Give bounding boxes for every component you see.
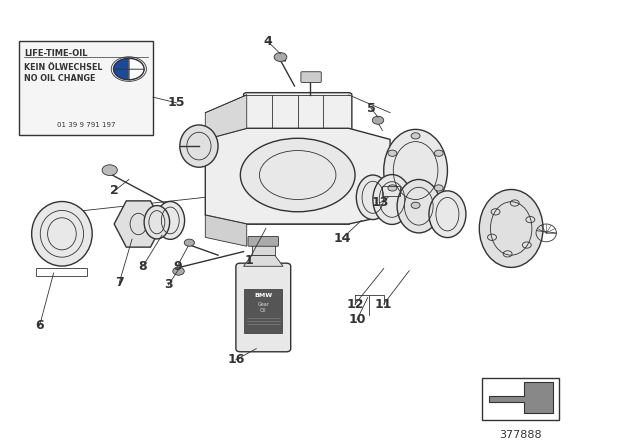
Polygon shape bbox=[205, 215, 246, 246]
Circle shape bbox=[435, 150, 444, 156]
Text: 377888: 377888 bbox=[499, 430, 542, 439]
Text: Oil: Oil bbox=[260, 308, 266, 313]
Bar bbox=[383, 186, 400, 196]
FancyBboxPatch shape bbox=[248, 237, 278, 246]
Text: 7: 7 bbox=[115, 276, 124, 289]
Text: 12: 12 bbox=[346, 297, 364, 310]
Wedge shape bbox=[113, 58, 129, 69]
Ellipse shape bbox=[241, 138, 355, 212]
Ellipse shape bbox=[384, 129, 447, 212]
Text: 3: 3 bbox=[164, 279, 173, 292]
Polygon shape bbox=[205, 128, 390, 224]
Circle shape bbox=[102, 165, 117, 176]
Circle shape bbox=[388, 150, 397, 156]
Text: 1: 1 bbox=[244, 254, 253, 267]
Ellipse shape bbox=[180, 125, 218, 167]
Polygon shape bbox=[205, 95, 246, 139]
Circle shape bbox=[372, 116, 384, 124]
FancyBboxPatch shape bbox=[236, 263, 291, 352]
FancyBboxPatch shape bbox=[19, 42, 153, 135]
Circle shape bbox=[411, 202, 420, 208]
Bar bbox=[244, 289, 282, 333]
Text: 8: 8 bbox=[138, 260, 147, 273]
Ellipse shape bbox=[156, 202, 184, 239]
Wedge shape bbox=[129, 69, 144, 80]
Text: 11: 11 bbox=[375, 297, 392, 310]
Text: 16: 16 bbox=[227, 353, 244, 366]
Text: KEIN ÖLWECHSEL: KEIN ÖLWECHSEL bbox=[24, 63, 103, 72]
Ellipse shape bbox=[144, 206, 170, 239]
Polygon shape bbox=[114, 201, 163, 247]
Circle shape bbox=[435, 185, 444, 191]
Polygon shape bbox=[489, 382, 552, 413]
Bar bbox=[483, 378, 559, 420]
Circle shape bbox=[388, 185, 397, 191]
Text: 15: 15 bbox=[168, 96, 186, 109]
Text: 01 39 9 791 197: 01 39 9 791 197 bbox=[57, 122, 115, 128]
Wedge shape bbox=[129, 58, 144, 69]
Bar bbox=[36, 268, 88, 276]
Circle shape bbox=[184, 239, 195, 246]
FancyBboxPatch shape bbox=[301, 72, 321, 82]
Text: 14: 14 bbox=[333, 232, 351, 245]
Ellipse shape bbox=[429, 191, 466, 237]
Text: Gear: Gear bbox=[257, 302, 269, 306]
Text: 2: 2 bbox=[111, 184, 119, 197]
Text: LIFE-TIME-OIL: LIFE-TIME-OIL bbox=[24, 49, 88, 59]
Text: BMW: BMW bbox=[254, 293, 273, 298]
Ellipse shape bbox=[356, 175, 390, 220]
Text: 5: 5 bbox=[367, 102, 375, 115]
Circle shape bbox=[411, 133, 420, 139]
Bar bbox=[252, 246, 275, 255]
Wedge shape bbox=[113, 69, 129, 80]
Ellipse shape bbox=[31, 202, 92, 266]
Circle shape bbox=[173, 267, 184, 275]
Text: 6: 6 bbox=[35, 319, 44, 332]
Text: 10: 10 bbox=[348, 313, 365, 326]
FancyBboxPatch shape bbox=[244, 93, 352, 130]
Circle shape bbox=[274, 52, 287, 61]
Text: 9: 9 bbox=[173, 260, 182, 273]
Ellipse shape bbox=[373, 175, 411, 224]
Text: NO OIL CHANGE: NO OIL CHANGE bbox=[24, 73, 96, 82]
Ellipse shape bbox=[397, 180, 440, 233]
Ellipse shape bbox=[479, 190, 543, 267]
Polygon shape bbox=[244, 255, 283, 266]
Text: 13: 13 bbox=[372, 196, 389, 209]
Text: 4: 4 bbox=[264, 35, 272, 48]
